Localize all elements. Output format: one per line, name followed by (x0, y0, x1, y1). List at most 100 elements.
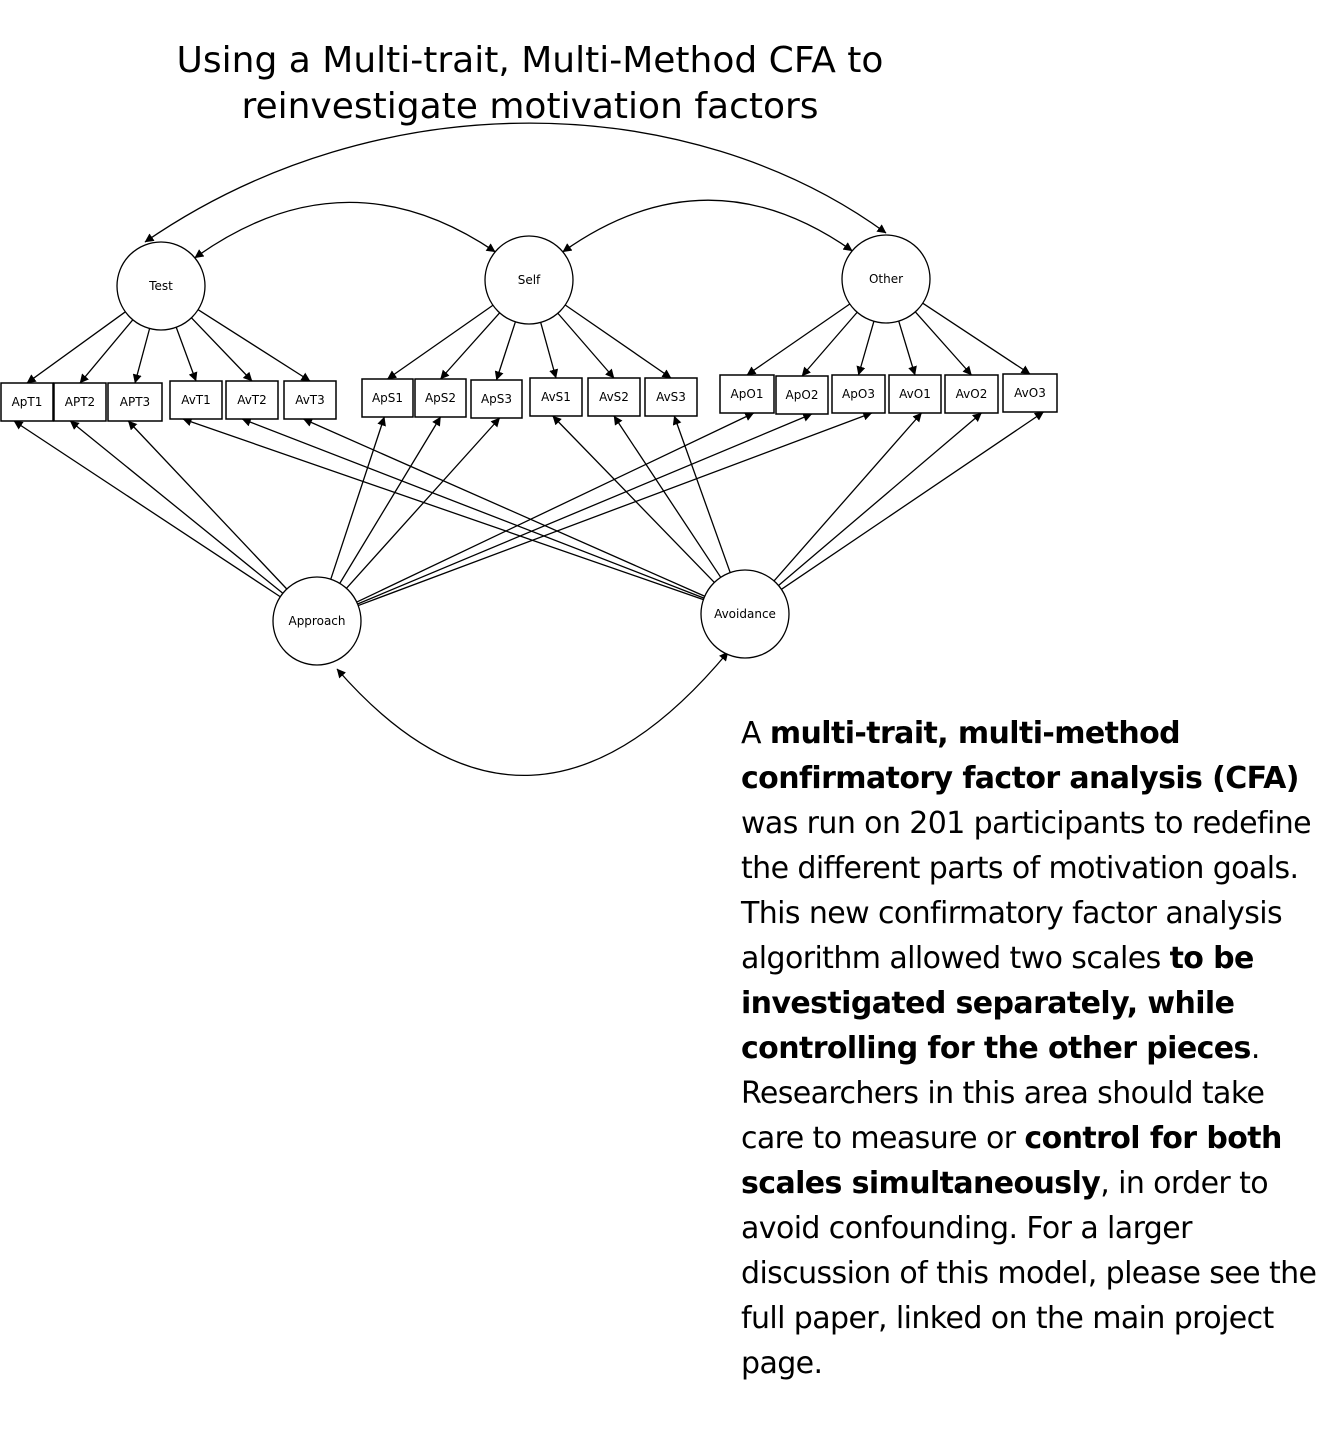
indicator-box-apt3 (107, 382, 163, 422)
indicator-avo3: AvO3 (1002, 373, 1058, 413)
loading-arrow-self-avs3 (564, 304, 672, 379)
loading-arrow-avoidance-avs3 (672, 415, 731, 573)
loading-arrow-other-apo3 (856, 321, 875, 376)
loading-arrow-approach-aps2 (339, 416, 442, 584)
loading-arrow-self-aps1 (387, 304, 494, 380)
loading-arrow-self-aps3 (494, 321, 517, 381)
latent-factor-label-other: Other (869, 272, 903, 286)
indicator-apt1: ApT1 (0, 382, 54, 422)
latent-factor-label-test: Test (148, 279, 173, 293)
loading-arrow-test-apt1 (26, 311, 126, 384)
loading-arrow-approach-aps3 (345, 417, 501, 589)
summary-bold-3: control for both scales simultaneously (741, 1121, 1282, 1201)
latent-factor-other: Other (841, 234, 931, 324)
indicator-avs1: AvS1 (529, 377, 583, 417)
indicator-label-avo3: AvO3 (1014, 386, 1046, 400)
indicator-label-apo2: ApO2 (786, 388, 819, 402)
indicator-label-apt1: ApT1 (12, 395, 43, 409)
indicator-label-avo2: AvO2 (956, 387, 988, 401)
latent-factor-circle-other (841, 234, 931, 324)
indicator-avt3: AvT3 (283, 380, 337, 420)
loading-arrow-other-apo1 (746, 303, 851, 376)
indicator-label-aps3: ApS3 (481, 392, 512, 406)
latent-factor-label-approach: Approach (288, 614, 345, 628)
indicator-label-avo1: AvO1 (899, 387, 931, 401)
indicator-label-avt2: AvT2 (237, 393, 267, 407)
indicator-box-avt3 (283, 380, 337, 420)
indicator-box-aps3 (470, 379, 523, 419)
indicator-aps1: ApS1 (361, 378, 414, 418)
indicator-box-avo2 (944, 374, 999, 414)
indicator-apo3: ApO3 (831, 374, 886, 414)
loading-arrow-avoidance-avo1 (773, 412, 922, 582)
loading-arrow-avoidance-avt2 (241, 417, 705, 599)
loading-arrow-test-avt1 (175, 327, 198, 382)
loading-arrow-approach-apt2 (69, 420, 284, 594)
latent-factor-label-avoidance: Avoidance (714, 607, 776, 621)
loading-arrow-other-avo2 (914, 311, 972, 376)
loading-arrow-other-avo1 (898, 320, 917, 376)
cfa-path-diagram: Test Self Other Approach Avoidance ApT1 APT2 AP… (0, 122, 1058, 776)
indicator-label-avs1: AvS1 (541, 390, 571, 404)
title-line-2: reinvestigate motivation factors (241, 86, 819, 128)
correlation-arrow-test-other (144, 122, 887, 243)
summary-text-3: . Researchers in this area should take c… (741, 1031, 1265, 1156)
indicator-label-apo3: ApO3 (842, 387, 875, 401)
latent-factor-circle-approach (272, 576, 362, 666)
correlation-arrow-self-other (562, 199, 853, 253)
latent-factor-avoidance: Avoidance (700, 569, 790, 659)
indicator-box-avs2 (587, 377, 641, 417)
loading-arrow-other-avo3 (922, 302, 1031, 375)
indicator-box-avt2 (225, 380, 279, 420)
indicator-apt3: APT3 (107, 382, 163, 422)
indicator-label-avt3: AvT3 (295, 393, 325, 407)
loading-arrow-test-apt2 (79, 319, 134, 384)
indicator-label-avs2: AvS2 (599, 390, 629, 404)
summary-bold-1: multi-trait, multi-method confirmatory f… (741, 716, 1299, 796)
loading-arrow-self-avs2 (557, 312, 615, 379)
indicator-box-avs3 (644, 377, 698, 417)
loading-arrow-test-avt2 (190, 317, 253, 382)
latent-factor-test: Test (116, 241, 206, 331)
latent-factor-label-self: Self (518, 273, 541, 287)
nodes-layer: Test Self Other Approach Avoidance ApT1 APT2 AP… (0, 234, 1058, 666)
loading-arrow-approach-apo3 (357, 411, 873, 607)
loading-arrow-approach-apo2 (357, 413, 813, 605)
latent-factor-circle-avoidance (700, 569, 790, 659)
latent-factor-circle-test (116, 241, 206, 331)
page-title: Using a Multi-trait, Multi-Method CFA to… (0, 38, 1060, 130)
loading-arrow-self-avs1 (540, 322, 559, 379)
indicator-box-apo1 (719, 374, 775, 414)
indicator-label-apt2: APT2 (65, 395, 95, 409)
indicator-box-aps2 (414, 378, 467, 418)
indicator-label-avt1: AvT1 (181, 393, 211, 407)
indicator-aps2: ApS2 (414, 378, 467, 418)
loading-arrow-test-apt3 (132, 328, 151, 384)
indicator-box-avo1 (888, 374, 942, 414)
summary-text-4: , in order to avoid confounding. For a l… (741, 1166, 1317, 1381)
edges-layer (13, 122, 1044, 776)
indicator-avt1: AvT1 (169, 380, 223, 420)
loading-arrow-avoidance-avo3 (781, 411, 1044, 590)
loading-arrow-approach-apt1 (13, 420, 281, 598)
loading-arrow-avoidance-avt1 (182, 417, 704, 601)
indicator-avs3: AvS3 (644, 377, 698, 417)
indicator-label-aps1: ApS1 (372, 391, 403, 405)
indicator-box-apt2 (53, 382, 107, 422)
loading-arrow-test-avt3 (197, 309, 311, 382)
loading-arrow-avoidance-avs2 (613, 415, 722, 578)
latent-factor-self: Self (484, 235, 574, 325)
latent-factor-approach: Approach (272, 576, 362, 666)
title-line-1: Using a Multi-trait, Multi-Method CFA to (176, 40, 884, 82)
indicator-apt2: APT2 (53, 382, 107, 422)
loading-arrow-avoidance-avo2 (778, 412, 982, 586)
indicator-box-apo3 (831, 374, 886, 414)
loading-arrow-other-apo2 (801, 311, 858, 377)
loading-arrow-avoidance-avs1 (552, 415, 715, 583)
indicator-label-apo1: ApO1 (731, 387, 764, 401)
indicator-avt2: AvT2 (225, 380, 279, 420)
summary-text-1: A (741, 716, 770, 751)
indicator-box-avo3 (1002, 373, 1058, 413)
correlation-arrow-approach-avoidance (336, 651, 729, 776)
summary-paragraph: A multi-trait, multi-method confirmatory… (741, 711, 1321, 1386)
